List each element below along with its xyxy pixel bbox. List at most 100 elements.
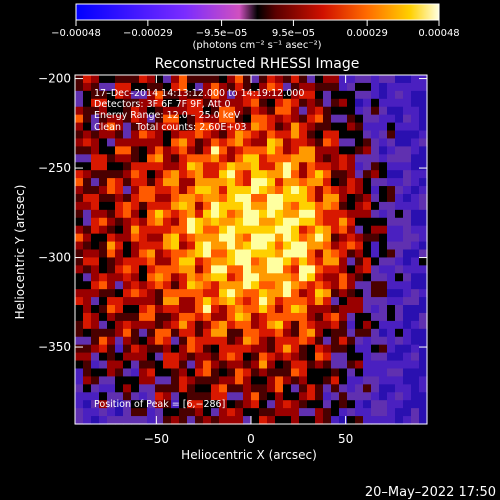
heatmap-cell — [131, 392, 140, 401]
heatmap-cell — [219, 352, 228, 362]
heatmap-cell — [171, 416, 180, 425]
heatmap-cell — [235, 130, 244, 140]
heatmap-cell — [307, 297, 316, 306]
heatmap-cell — [203, 106, 212, 116]
heatmap-cell — [227, 312, 236, 322]
heatmap-cell — [171, 162, 180, 171]
heatmap-cell — [339, 114, 348, 124]
heatmap-cell — [395, 336, 404, 346]
heatmap-cell — [315, 352, 324, 362]
heatmap-cell — [387, 138, 396, 147]
heatmap-cell — [171, 384, 180, 393]
heatmap-cell — [163, 98, 172, 108]
heatmap-cell — [211, 360, 220, 370]
heatmap-cell — [387, 265, 396, 274]
heatmap-cell — [99, 273, 108, 282]
heatmap-cell — [379, 178, 388, 187]
heatmap-cell — [131, 225, 140, 235]
heatmap-cell — [299, 249, 308, 259]
heatmap-cell — [123, 217, 132, 227]
heatmap-cell — [355, 368, 364, 378]
heatmap-cell — [419, 106, 428, 116]
heatmap-cell — [395, 241, 404, 251]
heatmap-cell — [99, 122, 108, 132]
heatmap-cell — [291, 170, 300, 179]
heatmap-cell — [411, 122, 420, 132]
heatmap-cell — [419, 336, 428, 346]
heatmap-cell — [203, 114, 212, 124]
heatmap-cell — [203, 162, 212, 171]
heatmap-cell — [91, 312, 100, 322]
heatmap-cell — [131, 344, 140, 354]
heatmap-cell — [307, 320, 316, 330]
heatmap-cell — [139, 98, 148, 108]
heatmap-cell — [83, 297, 92, 306]
heatmap-cell — [379, 384, 388, 393]
heatmap-cell — [307, 344, 316, 354]
heatmap-cell — [147, 368, 156, 378]
heatmap-cell — [107, 281, 116, 290]
heatmap-cell — [99, 289, 108, 298]
heatmap-cell — [171, 178, 180, 187]
heatmap-cell — [155, 312, 164, 322]
heatmap-cell — [331, 241, 340, 251]
heatmap-cell — [75, 281, 84, 290]
heatmap-cell — [315, 178, 324, 187]
heatmap-cell — [163, 352, 172, 362]
heatmap-cell — [299, 178, 308, 187]
heatmap-cell — [315, 312, 324, 322]
heatmap-cell — [123, 328, 132, 338]
heatmap-cell — [243, 416, 252, 425]
heatmap-cell — [387, 328, 396, 338]
heatmap-cell — [395, 106, 404, 116]
heatmap-cell — [83, 408, 92, 417]
heatmap-cell — [251, 209, 260, 219]
heatmap-cell — [259, 162, 268, 171]
heatmap-cell — [411, 400, 420, 409]
heatmap-cell — [203, 305, 212, 314]
heatmap-cell — [203, 154, 212, 163]
heatmap-cell — [187, 98, 196, 108]
heatmap-cell — [179, 170, 188, 179]
heatmap-cell — [147, 344, 156, 354]
heatmap-cell — [187, 114, 196, 124]
heatmap-cell — [187, 241, 196, 251]
heatmap-cell — [211, 178, 220, 187]
heatmap-cell — [275, 162, 284, 171]
heatmap-cell — [291, 193, 300, 203]
heatmap-cell — [171, 344, 180, 354]
heatmap-cell — [211, 289, 220, 298]
heatmap-cell — [163, 217, 172, 227]
heatmap-cell — [123, 273, 132, 282]
y-tick-label: −250 — [38, 161, 71, 175]
heatmap-cell — [299, 146, 308, 155]
heatmap-cell — [115, 90, 124, 100]
heatmap-cell — [115, 352, 124, 362]
heatmap-cell — [123, 209, 132, 219]
heatmap-cell — [323, 217, 332, 227]
heatmap-cell — [91, 328, 100, 338]
heatmap-cell — [179, 98, 188, 108]
heatmap-cell — [115, 376, 124, 385]
heatmap-cell — [155, 90, 164, 100]
heatmap-cell — [235, 376, 244, 385]
heatmap-cell — [299, 384, 308, 393]
heatmap-cell — [131, 328, 140, 338]
heatmap-cell — [283, 170, 292, 179]
heatmap-cell — [267, 225, 276, 235]
heatmap-cell — [131, 114, 140, 124]
heatmap-cell — [203, 416, 212, 425]
heatmap-cell — [99, 241, 108, 251]
heatmap-cell — [235, 146, 244, 155]
heatmap-cell — [235, 170, 244, 179]
heatmap-cell — [411, 186, 420, 195]
heatmap-cell — [395, 98, 404, 108]
heatmap-cell — [235, 281, 244, 290]
heatmap-cell — [211, 138, 220, 147]
heatmap-cell — [227, 289, 236, 298]
heatmap-cell — [275, 249, 284, 259]
heatmap-cell — [307, 265, 316, 274]
heatmap-cell — [211, 122, 220, 132]
heatmap-cell — [219, 312, 228, 322]
heatmap-cell — [235, 201, 244, 211]
